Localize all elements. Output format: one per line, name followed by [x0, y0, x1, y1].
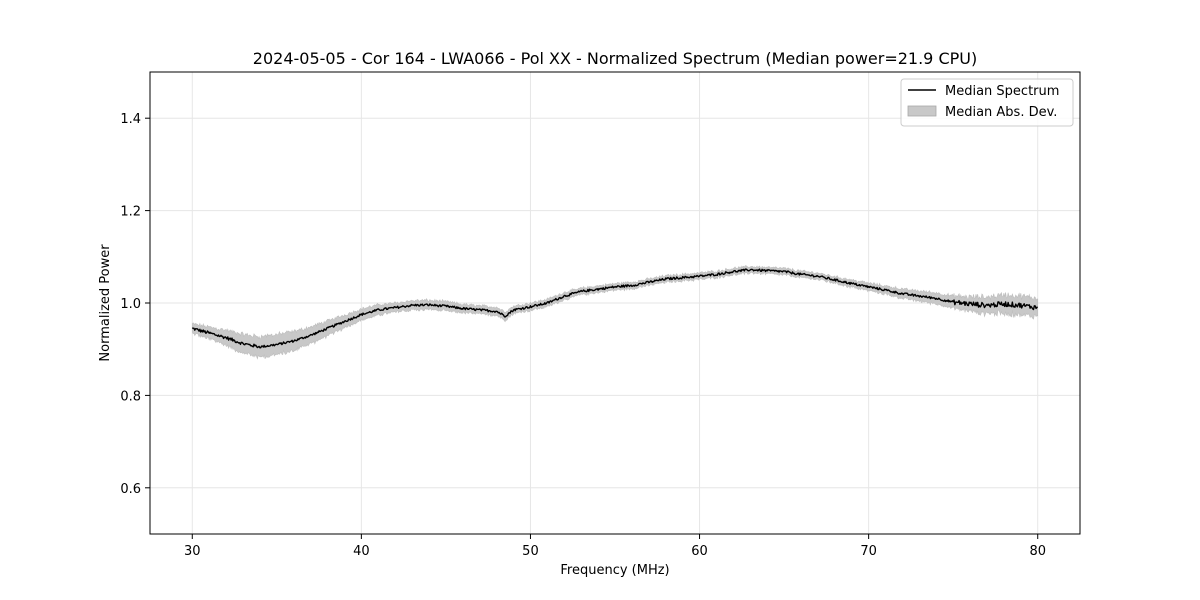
x-axis-label: Frequency (MHz) [560, 563, 669, 578]
x-tick-label: 80 [1029, 544, 1046, 559]
y-tick-label: 1.4 [120, 112, 141, 127]
y-axis-label: Normalized Power [98, 244, 113, 362]
y-ticks: 0.6 0.8 1.0 1.2 1.4 [120, 112, 150, 497]
legend-median-label: Median Spectrum [945, 84, 1059, 99]
y-tick-label: 0.8 [120, 389, 141, 404]
legend-mad-label: Median Abs. Dev. [945, 105, 1057, 120]
x-tick-label: 50 [522, 544, 539, 559]
chart-title: 2024-05-05 - Cor 164 - LWA066 - Pol XX -… [253, 49, 977, 68]
series-mad-band [191, 265, 1039, 360]
x-tick-label: 40 [353, 544, 370, 559]
mad-band [191, 265, 1039, 360]
y-tick-label: 0.6 [120, 482, 141, 497]
series-median-spectrum [192, 268, 1038, 349]
x-tick-label: 30 [184, 544, 201, 559]
median-line [192, 268, 1038, 349]
legend-box [900, 78, 1074, 127]
x-ticks: 30 40 50 60 70 80 [184, 534, 1046, 559]
legend-mad-swatch [907, 105, 937, 117]
y-tick-label: 1.0 [120, 297, 141, 312]
y-tick-label: 1.2 [120, 205, 141, 220]
x-tick-label: 60 [691, 544, 708, 559]
legend: Median Spectrum Median Abs. Dev. [900, 78, 1074, 127]
x-tick-label: 70 [860, 544, 877, 559]
